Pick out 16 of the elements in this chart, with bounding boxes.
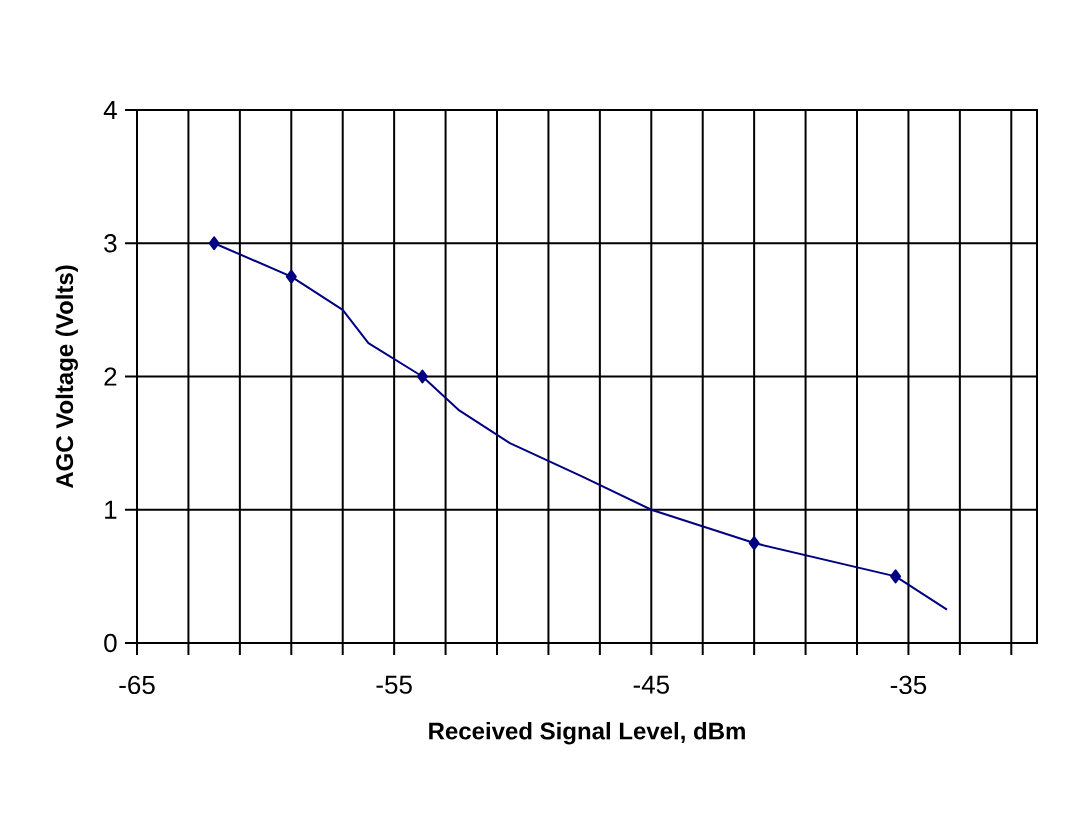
x-tick-label: -35 [890, 675, 927, 695]
point [285, 269, 297, 284]
y-tick-label: 3 [104, 234, 117, 253]
y-tick-label: 1 [105, 500, 117, 519]
x-axis-title: Received Signal Level, dBm [429, 721, 745, 745]
point [748, 536, 760, 551]
point [416, 369, 428, 384]
y-tick-label: 0 [104, 633, 117, 653]
y-tick-label: 2 [104, 367, 117, 386]
x-tick-label: -65 [119, 675, 155, 695]
y-tick-label: 4 [103, 101, 117, 119]
x-tick-label: -55 [376, 675, 412, 694]
point [890, 569, 902, 584]
y-axis-title: AGC Voltage (Volts) [55, 265, 79, 489]
point [208, 236, 220, 251]
x-tick-label: -45 [633, 675, 669, 694]
